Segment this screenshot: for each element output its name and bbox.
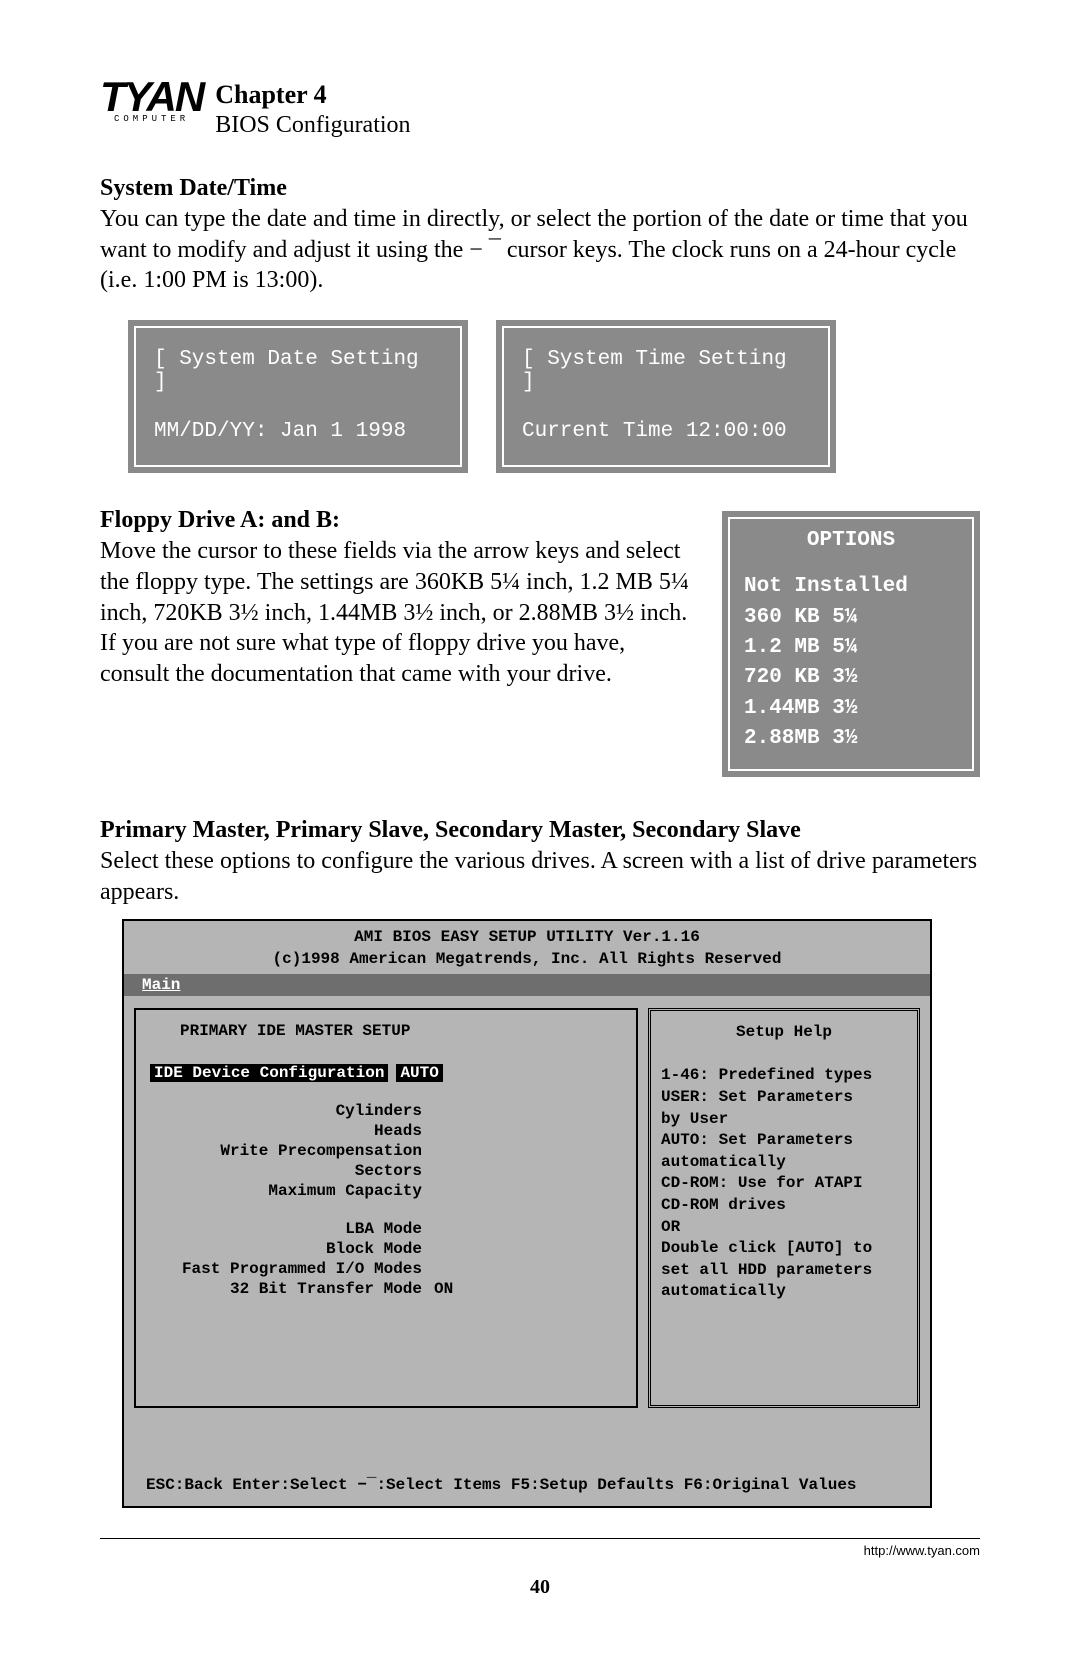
bios-menubar: Main [124,974,930,996]
tyan-logo: TYAN COMPUTER [100,78,203,124]
system-time-box: [ System Time Setting ] Current Time 12:… [496,320,836,473]
option-item: 2.88MB 3½ [744,724,958,754]
help-line: set all HDD parameters [661,1260,907,1282]
help-title: Setup Help [661,1023,907,1041]
system-date-box: [ System Date Setting ] MM/DD/YY: Jan 1 … [128,320,468,473]
help-line: CD-ROM: Use for ATAPI [661,1173,907,1195]
help-line: Double click [AUTO] to [661,1238,907,1260]
ide-config-row: IDE Device Configuration AUTO [150,1064,622,1082]
help-line: automatically [661,1281,907,1303]
bios-header: AMI BIOS EASY SETUP UTILITY Ver.1.16 (c)… [124,921,930,974]
ide-config-value: AUTO [396,1064,442,1082]
cfg-cylinders: Cylinders [150,1102,430,1120]
option-item: Not Installed [744,572,958,602]
chapter-title: Chapter 4 [215,80,410,110]
cfg-lba-val [430,1220,434,1238]
help-line: automatically [661,1152,907,1174]
drives-title: Primary Master, Primary Slave, Secondary… [100,817,980,844]
section-drives: Primary Master, Primary Slave, Secondary… [100,817,980,907]
help-line: 1-46: Predefined types [661,1065,907,1087]
help-line: AUTO: Set Parameters [661,1130,907,1152]
section-body: You can type the date and time in direct… [100,204,980,296]
section-date-time: System Date/Time You can type the date a… [100,175,980,296]
bios-screenshot: AMI BIOS EASY SETUP UTILITY Ver.1.16 (c)… [122,919,932,1508]
time-box-title: [ System Time Setting ] [522,348,810,394]
drives-body: Select these options to configure the va… [100,846,980,907]
help-line: OR [661,1217,907,1239]
footer-divider [100,1538,980,1539]
cfg-fastio: Fast Programmed I/O Modes [150,1260,430,1278]
chapter-block: Chapter 4 BIOS Configuration [215,78,410,139]
section-floppy: Floppy Drive A: and B: Move the cursor t… [100,507,980,777]
options-title: OPTIONS [744,529,958,552]
option-item: 1.2 MB 5¼ [744,633,958,663]
help-line: USER: Set Parameters [661,1087,907,1109]
option-item: 720 KB 3½ [744,663,958,693]
floppy-options-box: OPTIONS Not Installed 360 KB 5¼ 1.2 MB 5… [722,511,980,777]
cfg-block-val [430,1240,434,1258]
help-line: CD-ROM drives [661,1195,907,1217]
date-box-value: MM/DD/YY: Jan 1 1998 [154,420,442,443]
cfg-block: Block Mode [150,1240,430,1258]
floppy-body: Move the cursor to these fields via the … [100,536,696,690]
cfg-sectors: Sectors [150,1162,430,1180]
cfg-32bit-val: ON [430,1280,453,1298]
logo-sub-text: COMPUTER [114,114,189,124]
ide-config-label: IDE Device Configuration [150,1064,388,1082]
cfg-writeprecomp: Write Precompensation [150,1142,430,1160]
page-footer: http://www.tyan.com 40 [100,1538,980,1599]
date-time-boxes: [ System Date Setting ] MM/DD/YY: Jan 1 … [128,320,980,473]
chapter-subtitle: BIOS Configuration [215,112,410,139]
help-line: by User [661,1109,907,1131]
page-number: 40 [100,1576,980,1599]
date-box-title: [ System Date Setting ] [154,348,442,394]
bios-menu-main: Main [142,976,180,994]
cfg-heads: Heads [150,1122,430,1140]
bios-left-panel: PRIMARY IDE MASTER SETUP IDE Device Conf… [134,1008,638,1408]
cfg-fastio-val [430,1260,434,1278]
cfg-32bit: 32 Bit Transfer Mode [150,1280,430,1298]
time-box-value: Current Time 12:00:00 [522,420,810,443]
page-header: TYAN COMPUTER Chapter 4 BIOS Configurati… [100,78,980,139]
section-title: System Date/Time [100,175,980,202]
footer-url: http://www.tyan.com [100,1543,980,1558]
bios-footer-keys: ESC:Back Enter:Select −¯:Select Items F5… [146,1476,920,1494]
floppy-title: Floppy Drive A: and B: [100,507,696,534]
bios-header-line1: AMI BIOS EASY SETUP UTILITY Ver.1.16 [124,927,930,949]
bios-help-panel: Setup Help 1-46: Predefined types USER: … [648,1008,920,1408]
bios-body: PRIMARY IDE MASTER SETUP IDE Device Conf… [124,996,930,1476]
option-item: 360 KB 5¼ [744,603,958,633]
logo-main-text: TYAN [100,78,203,116]
bios-header-line2: (c)1998 American Megatrends, Inc. All Ri… [124,949,930,971]
ide-master-title: PRIMARY IDE MASTER SETUP [150,1022,622,1040]
option-item: 1.44MB 3½ [744,694,958,724]
cfg-maxcap: Maximum Capacity [150,1182,430,1200]
cfg-lba: LBA Mode [150,1220,430,1238]
